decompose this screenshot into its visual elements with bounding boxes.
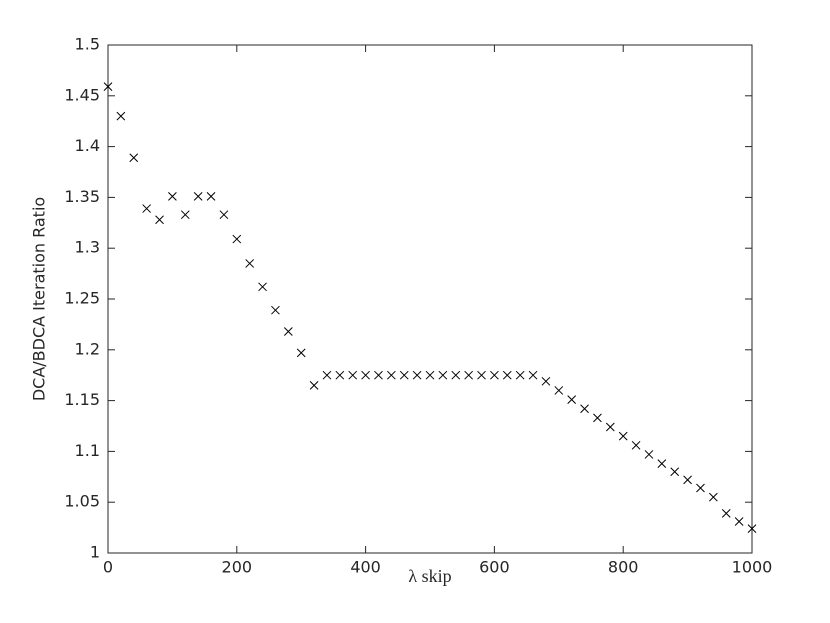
marker (683, 475, 692, 485)
marker (232, 234, 242, 244)
marker (631, 440, 641, 450)
marker (155, 215, 164, 225)
marker (245, 259, 255, 268)
marker (709, 492, 718, 502)
marker (129, 153, 139, 163)
marker (361, 370, 370, 380)
marker (387, 370, 396, 380)
marker (374, 370, 383, 380)
marker (657, 459, 667, 468)
x-axis-label: λ skip (408, 566, 451, 586)
marker (296, 348, 306, 358)
marker (734, 517, 744, 526)
marker (309, 381, 319, 390)
y-tick-label: 1.25 (64, 289, 100, 308)
marker (464, 370, 473, 380)
marker (605, 422, 615, 432)
y-axis-label: DCA/BDCA Iteration Ratio (30, 197, 49, 401)
marker (593, 413, 602, 423)
marker (219, 210, 229, 220)
x-tick-label: 800 (608, 558, 639, 577)
marker (168, 192, 177, 201)
marker (567, 395, 577, 404)
y-tick-label: 1.15 (64, 390, 100, 409)
y-tick-label: 1.45 (64, 85, 100, 104)
marker (412, 370, 422, 380)
y-tick-label: 1.2 (75, 339, 100, 358)
marker (348, 370, 358, 380)
marker (670, 467, 680, 477)
marker (515, 370, 525, 380)
marker (193, 192, 203, 201)
y-tick-label: 1.05 (64, 492, 100, 511)
marker (283, 327, 293, 336)
x-tick-label: 0 (103, 558, 113, 577)
x-tick-label: 400 (350, 558, 381, 577)
marker (322, 370, 332, 380)
plot-area (107, 44, 753, 554)
marker (142, 204, 151, 213)
y-tick-label: 1.4 (75, 136, 100, 155)
marker (490, 370, 499, 380)
marker (258, 282, 267, 292)
marker (554, 386, 564, 395)
marker (451, 370, 461, 380)
y-tick-label: 1.3 (75, 238, 100, 257)
marker (618, 431, 628, 441)
marker (425, 370, 435, 380)
marker (696, 483, 705, 493)
marker (206, 192, 216, 201)
marker (477, 370, 486, 380)
x-tick-label: 1000 (732, 558, 773, 577)
y-tick-label: 1.5 (75, 35, 100, 54)
marker (438, 370, 448, 380)
marker (644, 450, 654, 459)
marker (580, 404, 589, 414)
marker (541, 376, 551, 386)
marker (399, 370, 409, 380)
marker (103, 82, 113, 92)
x-tick-label: 200 (222, 558, 253, 577)
x-tick-label: 600 (479, 558, 510, 577)
marker (528, 370, 538, 380)
marker (335, 370, 345, 380)
marker (116, 111, 126, 121)
y-tick-label: 1.35 (64, 187, 100, 206)
marker (502, 370, 512, 380)
marker (271, 305, 280, 315)
y-tick-label: 1 (90, 543, 100, 562)
marker (180, 210, 190, 220)
marker (721, 509, 731, 518)
marker (747, 524, 757, 533)
y-tick-label: 1.1 (75, 441, 100, 460)
